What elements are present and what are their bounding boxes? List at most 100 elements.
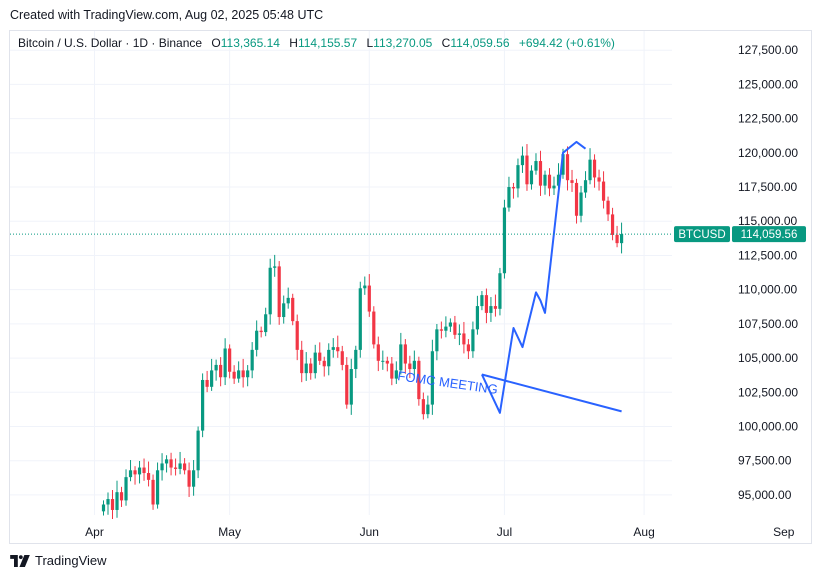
candle-up — [101, 500, 106, 516]
candle-down — [592, 154, 597, 188]
low-value: 113,270.05 — [373, 36, 433, 50]
candle-down — [511, 182, 516, 199]
candle-up — [435, 324, 439, 361]
candle-body — [268, 267, 272, 315]
candle-body — [146, 473, 151, 480]
low-label: L — [366, 36, 374, 50]
symbol-tag-text: BTCUSD — [678, 229, 725, 241]
candle-body — [142, 467, 146, 474]
candle-body — [336, 347, 340, 352]
candle-body — [466, 344, 471, 352]
candle-body — [160, 463, 164, 471]
candle-body — [570, 180, 574, 183]
candle-body — [201, 379, 205, 431]
y-tick-label: 102,500.00 — [738, 385, 798, 399]
candle-body — [322, 360, 326, 367]
grid-lines — [10, 31, 672, 515]
candle-up — [583, 171, 588, 198]
candle-up — [214, 359, 218, 381]
candle-body — [376, 344, 380, 361]
candle-up — [534, 153, 538, 175]
candle-body — [556, 174, 561, 186]
candle-up — [106, 492, 110, 515]
candle-body — [610, 214, 615, 235]
close-value: 114,059.56 — [450, 36, 510, 50]
candle-body — [313, 352, 317, 374]
candle-body — [525, 155, 529, 185]
candle-body — [588, 159, 592, 181]
candle-up — [480, 291, 484, 311]
symbol-legend: Bitcoin / U.S. Dollar · 1D · Binance O11… — [18, 36, 615, 50]
candle-up — [237, 361, 241, 383]
candle-down — [232, 365, 236, 384]
candle-down — [119, 486, 124, 507]
candle-body — [232, 371, 236, 379]
candle-body — [435, 329, 439, 352]
candle-up — [399, 332, 403, 375]
candle-up — [160, 453, 164, 481]
candle-up — [363, 276, 367, 295]
candle-down — [187, 462, 191, 497]
candle-body — [354, 349, 358, 370]
candle-body — [219, 364, 223, 378]
candle-down — [133, 466, 137, 485]
candle-down — [570, 169, 574, 192]
open-value: 113,365.14 — [220, 36, 280, 50]
footer[interactable]: TradingView — [10, 553, 107, 568]
candle-up — [250, 342, 254, 379]
candle-body — [255, 330, 259, 350]
candle-body — [273, 266, 277, 268]
candle-up — [588, 148, 592, 185]
candle-body — [187, 470, 191, 487]
candle-body — [318, 352, 322, 361]
candle-down — [259, 326, 263, 338]
y-tick-label: 120,000.00 — [738, 146, 798, 160]
candle-up — [426, 395, 430, 419]
x-tick-label: May — [218, 525, 241, 539]
candle-body — [155, 470, 160, 505]
candle-down — [403, 339, 407, 374]
candle-body — [484, 295, 489, 313]
candle-up — [115, 480, 119, 518]
candle-down — [538, 150, 543, 196]
candle-body — [137, 467, 142, 475]
candle-down — [565, 146, 570, 191]
candle-down — [466, 339, 471, 360]
candle-body — [363, 285, 367, 289]
candle-body — [358, 288, 362, 350]
candle-up — [210, 358, 214, 391]
candle-body — [606, 200, 610, 215]
candle-down — [493, 294, 498, 317]
candle-down — [439, 321, 443, 339]
candle-body — [448, 322, 452, 327]
candle-up — [516, 158, 520, 198]
candle-up — [192, 460, 196, 496]
candle-down — [606, 196, 610, 221]
candle-body — [444, 326, 448, 331]
candle-up — [394, 361, 398, 384]
candle-body — [282, 303, 286, 318]
candle-body — [619, 234, 624, 244]
candle-down — [205, 370, 209, 393]
symbol-title: Bitcoin / U.S. Dollar · 1D · Binance — [18, 36, 203, 50]
candle-down — [300, 340, 304, 383]
candle-body — [520, 155, 525, 166]
candle-down — [547, 168, 552, 197]
candle-body — [331, 347, 335, 350]
candle-body — [300, 349, 304, 374]
candle-body — [565, 154, 570, 181]
change-value: +694.42 (+0.61%) — [518, 36, 615, 50]
candle-down — [574, 178, 579, 224]
candle-body — [439, 329, 443, 331]
candle-body — [196, 430, 200, 471]
candle-body — [403, 344, 407, 364]
candle-up — [412, 350, 416, 377]
candle-down — [453, 315, 457, 339]
candle-up — [124, 469, 128, 506]
x-tick-label: Apr — [85, 525, 104, 539]
time-axis: Apr May Jun Jul Aug Sep — [85, 525, 795, 539]
candle-body — [430, 351, 434, 405]
created-with-text: Created with TradingView.com, Aug 02, 20… — [10, 8, 324, 22]
y-tick-label: 115,000.00 — [738, 214, 797, 228]
